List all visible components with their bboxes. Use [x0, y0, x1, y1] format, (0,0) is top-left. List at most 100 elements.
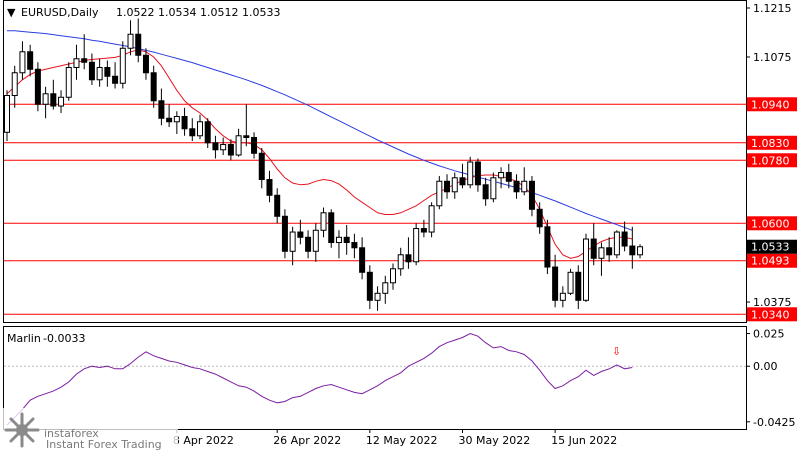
- candle: [73, 44, 80, 80]
- time-axis: 8 Apr 2022 26 Apr 2022 12 May 2022 30 May 2…: [173, 429, 617, 447]
- candle: [112, 62, 119, 89]
- indicator-pane-frame: [3, 326, 747, 430]
- osc-tick-label: -0.0425: [753, 416, 795, 429]
- candle: [212, 135, 219, 159]
- candle: [567, 268, 574, 296]
- candle: [19, 41, 26, 80]
- fast-ma-line: [6, 49, 633, 259]
- candle: [482, 177, 489, 206]
- candle: [498, 167, 505, 189]
- price-tick-label: 1.1075: [753, 51, 792, 64]
- candle: [552, 254, 559, 308]
- marlin-line: [6, 332, 633, 426]
- candle: [166, 104, 173, 128]
- candle: [135, 18, 142, 63]
- menu-triangle-icon[interactable]: ▼: [7, 6, 16, 19]
- level-label: 1.0780: [751, 154, 790, 167]
- candle: [289, 226, 296, 266]
- candle: [382, 275, 389, 304]
- candle: [127, 20, 134, 56]
- candle: [467, 156, 474, 189]
- candle: [281, 209, 288, 259]
- watermark-tagline: Instant Forex Trading: [46, 438, 162, 451]
- level-label-box: [747, 307, 797, 322]
- candle: [351, 233, 358, 259]
- candle: [590, 223, 597, 266]
- current-price-box: [747, 239, 797, 254]
- candle: [251, 132, 258, 159]
- level-label: 1.0940: [751, 98, 790, 111]
- candle: [197, 114, 203, 140]
- candle: [544, 219, 551, 275]
- osc-tick-label: 0.00: [753, 360, 778, 373]
- price-tick-label: 1.0375: [753, 296, 792, 309]
- candle: [343, 225, 350, 255]
- candle: [459, 163, 466, 189]
- watermark-brand: instaforex: [44, 427, 99, 440]
- candle: [420, 219, 427, 238]
- time-tick-label: 30 May 2022: [458, 434, 530, 447]
- candle: [451, 172, 458, 199]
- level-label-box: [747, 253, 797, 268]
- candle: [374, 286, 381, 311]
- time-tick-label: 26 Apr 2022: [273, 434, 341, 447]
- moving-averages: [6, 30, 633, 259]
- candle: [613, 230, 620, 259]
- level-label: 1.0830: [751, 137, 790, 150]
- candle: [11, 65, 18, 108]
- candle: [436, 176, 443, 210]
- time-tick-label: 15 Jun 2022: [551, 434, 617, 447]
- candle: [42, 86, 49, 119]
- level-label-box: [747, 135, 797, 150]
- indicator-value: -0.0033: [43, 332, 85, 345]
- candle: [413, 223, 420, 266]
- candle: [104, 60, 111, 87]
- candle: [606, 237, 613, 262]
- candle: [27, 44, 34, 77]
- candle: [34, 62, 41, 112]
- down-arrow-icon: ⇩: [612, 345, 621, 358]
- candle: [204, 118, 211, 149]
- candle: [521, 167, 528, 196]
- candle: [243, 104, 250, 147]
- ohlc-quote: 1.0522 1.0534 1.0512 1.0533: [116, 6, 280, 19]
- current-price-label: 1.0533: [751, 241, 790, 254]
- candle: [297, 219, 304, 245]
- level-label: 1.0493: [751, 255, 790, 268]
- candle: [474, 158, 481, 192]
- candle: [583, 233, 589, 303]
- candle: [366, 265, 373, 310]
- candle: [621, 221, 628, 252]
- candle: [505, 163, 512, 189]
- levels-layer: [4, 103, 746, 315]
- indicator-name: Marlin: [7, 332, 41, 345]
- candle: [96, 58, 103, 87]
- price-pane-frame: [3, 0, 747, 323]
- candle: [274, 188, 281, 224]
- candle: [81, 34, 88, 70]
- candle: [490, 172, 497, 203]
- time-tick-label: 8 Apr 2022: [173, 434, 234, 447]
- candle: [575, 265, 582, 310]
- candle: [227, 139, 234, 161]
- level-label: 1.0600: [751, 217, 790, 230]
- chart-title: EURUSD,Daily: [21, 6, 99, 19]
- candle: [258, 148, 265, 189]
- price-axis: 1.0940 1.0830 1.0780 1.0600 1.0493 1.0340 1.12…: [746, 2, 797, 322]
- candle: [444, 174, 451, 199]
- level-label-box: [747, 97, 797, 112]
- candle: [58, 90, 65, 114]
- candle: [320, 207, 327, 238]
- candle: [305, 230, 312, 259]
- candle: [158, 88, 165, 126]
- candle: [312, 223, 319, 262]
- candle: [559, 286, 566, 308]
- level-label-box: [747, 216, 797, 231]
- candle: [50, 79, 57, 110]
- candles-layer: [4, 18, 644, 311]
- candle: [513, 174, 520, 199]
- osc-tick-label: 0.025: [753, 328, 785, 341]
- candle: [119, 41, 126, 89]
